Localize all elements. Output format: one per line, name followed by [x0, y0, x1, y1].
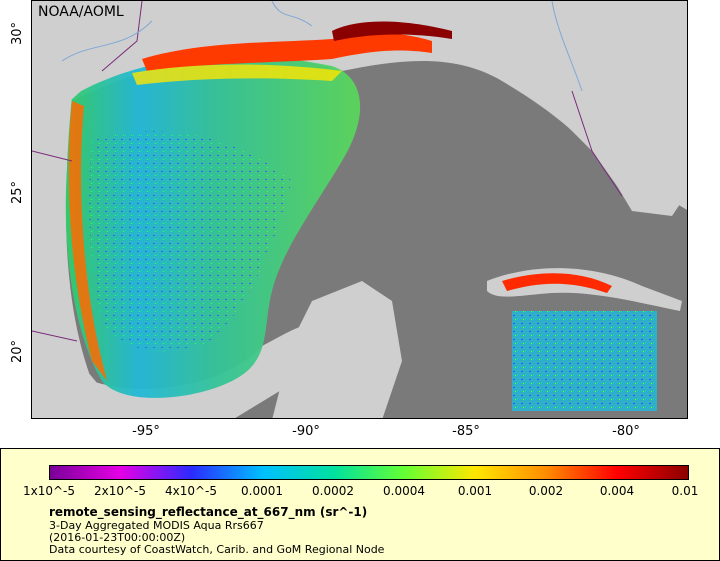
- source-label: NOAA/AOML: [38, 4, 124, 20]
- speckle-texture: [89, 131, 293, 352]
- mississippi-delta-plume: [332, 21, 452, 41]
- credit-text: Data courtesy of CoastWatch, Carib. and …: [49, 543, 385, 556]
- colorbar-tick-1: 1x10^-5: [22, 484, 76, 498]
- colorbar-tick-8: 0.002: [528, 484, 564, 498]
- colorbar: [49, 465, 689, 480]
- lon-label-90w: -90°: [292, 424, 320, 439]
- map-panel: [31, 0, 688, 419]
- legend-panel: 1x10^-5 2x10^-5 4x10^-5 0.0001 0.0002 0.…: [0, 448, 720, 561]
- lat-label-30: 30°: [10, 21, 26, 46]
- colorbar-tick-9: 0.004: [599, 484, 635, 498]
- lat-label-20: 20°: [10, 339, 26, 364]
- shelf-yellow-band: [132, 64, 342, 85]
- variable-name: remote_sensing_reflectance_at_667_nm (sr…: [49, 505, 368, 519]
- dataset-description: 3-Day Aggregated MODIS Aqua Rrs667: [49, 519, 264, 532]
- colorbar-tick-7: 0.001: [457, 484, 493, 498]
- reflectance-map: [32, 1, 687, 418]
- rivers: [61, 1, 583, 92]
- florida-peninsula: [497, 1, 682, 216]
- caribbean-speckle: [512, 311, 657, 411]
- florida-coastline: [571, 90, 623, 197]
- colorbar-tick-4: 0.0001: [241, 484, 283, 498]
- western-land: [32, 1, 148, 418]
- western-coastal-band: [68, 101, 107, 381]
- colorbar-tick-5: 0.0002: [312, 484, 354, 498]
- yucatan-peninsula: [272, 281, 402, 418]
- colorbar-tick-3: 4x10^-5: [164, 484, 218, 498]
- cuba-coastal-band: [502, 273, 612, 293]
- colorbar-tick-10: 0.01: [671, 484, 699, 498]
- northern-coastal-band: [142, 33, 432, 71]
- time-stamp: (2016-01-23T00:00:00Z): [49, 531, 186, 544]
- colorbar-tick-6: 0.0004: [383, 484, 425, 498]
- lon-label-95w: -95°: [132, 424, 160, 439]
- colorbar-tick-2: 2x10^-5: [93, 484, 147, 498]
- lon-label-85w: -85°: [452, 424, 480, 439]
- lon-label-80w: -80°: [612, 424, 640, 439]
- lat-label-25: 25°: [10, 180, 26, 205]
- political-borders: [32, 1, 143, 342]
